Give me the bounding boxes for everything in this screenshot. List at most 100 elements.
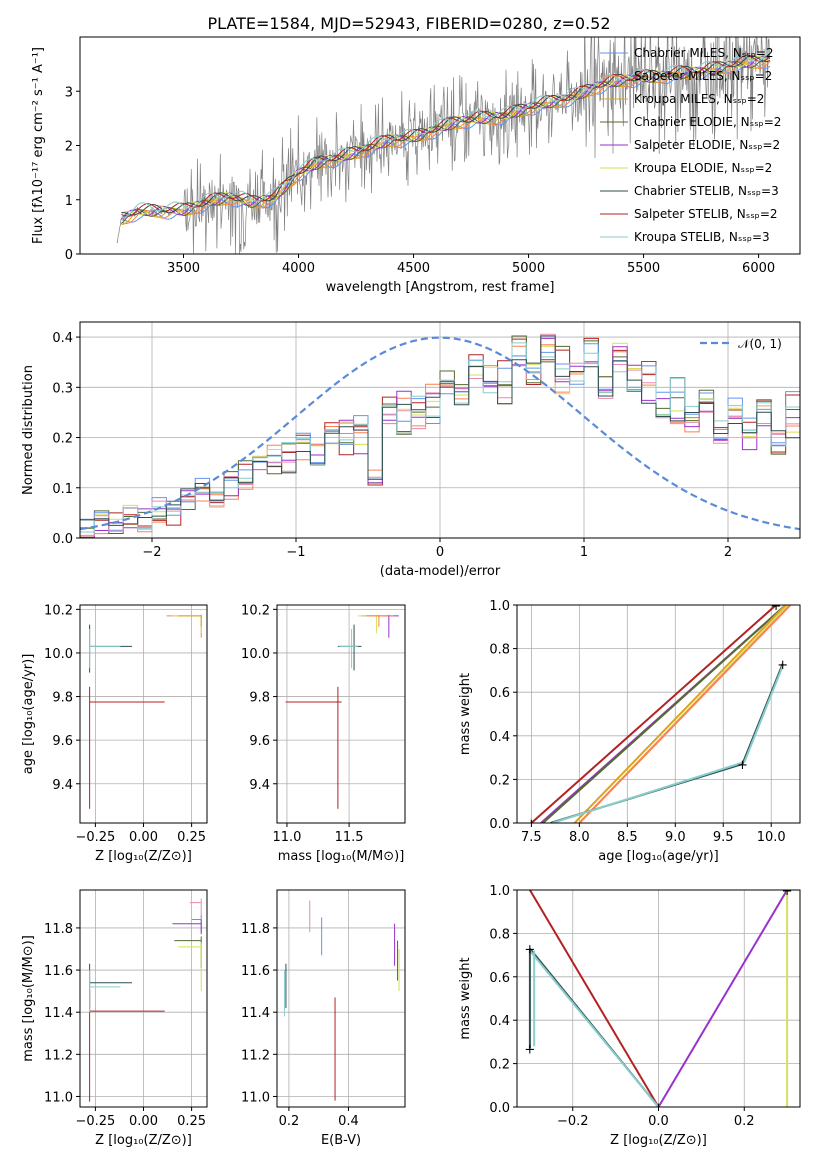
y-tick-label: 0.3	[52, 381, 73, 396]
histogram-series	[80, 333, 800, 536]
x-axis-label: wavelength [Angstrom, rest frame]	[326, 280, 555, 295]
x-tick-label: 0	[436, 545, 444, 560]
histogram-series	[80, 335, 800, 534]
legend-entry: Kroupa ELODIE, Nₛₛₚ=2	[634, 161, 772, 175]
y-tick-label: 0.8	[489, 927, 510, 942]
histogram-series	[80, 337, 800, 538]
x-tick-label: 0.00	[129, 1114, 158, 1129]
x-tick-label: 10.0	[757, 830, 786, 845]
axes-massweight_vs_Z: + + + + −0.2 0.0 0.2 0.0 0.2 0.4 0.6 0.8 1.0 Z [log₁₀…	[458, 884, 801, 1148]
plot-area	[80, 605, 207, 823]
axes-residual_hist: −2 −1 0 1 2 0.0 0.1 0.2 0.3 0.4 (data-model)/error…	[21, 321, 801, 579]
plot-area	[277, 605, 405, 823]
plot-area	[80, 890, 207, 1107]
plot-area	[116, 37, 771, 254]
y-axis-label: age [log₁₀(age/yr)]	[21, 654, 36, 775]
y-tick-label: 3	[65, 85, 73, 100]
plot-area	[80, 322, 800, 538]
weight-line	[657, 890, 788, 1107]
x-tick-label: −1	[286, 545, 305, 560]
y-tick-label: 10.2	[44, 603, 73, 618]
axes-age_vs_Z: −0.25 0.00 0.25 9.4 9.6 9.8 10.0 10.2 Z [log₁₀(Z…	[21, 603, 208, 864]
x-axis-label: (data-model)/error	[380, 564, 501, 579]
y-tick-label: 0	[65, 248, 73, 263]
y-tick-label: 0.2	[489, 773, 510, 788]
y-axis-label: Normed distribution	[21, 365, 36, 495]
axes-frame	[79, 321, 801, 539]
x-axis-label: Z [log₁₀(Z/Z⊙)]	[95, 1133, 192, 1148]
axes-mass_vs_Z: −0.25 0.00 0.25 11.0 11.2 11.4 11.6 11.8 Z [log₁…	[21, 889, 208, 1148]
x-tick-label: 3500	[167, 261, 200, 276]
y-axis-label: mass weight	[458, 673, 473, 755]
x-tick-label: 9.0	[665, 830, 686, 845]
y-tick-label: 11.0	[241, 1090, 270, 1105]
legend-entry: Chabrier STELIB, Nₛₛₚ=3	[634, 184, 779, 198]
y-tick-label: 2	[65, 140, 73, 155]
x-axis-label: E(B-V)	[321, 1133, 361, 1148]
x-tick-label: 11.0	[272, 830, 301, 845]
y-tick-label: 11.6	[44, 964, 73, 979]
y-tick-label: 11.4	[44, 1006, 73, 1021]
histogram-series	[80, 343, 800, 531]
y-axis-label: mass [log₁₀(M/M⊙)]	[21, 935, 36, 1062]
y-tick-label: 11.8	[241, 922, 270, 937]
point-marker: +	[737, 758, 748, 773]
y-tick-label: 0.0	[489, 817, 510, 832]
plot-area: + + + +	[517, 890, 800, 1116]
model-line	[121, 56, 771, 226]
axes-mass_vs_ebv: 0.2 0.4 11.0 11.2 11.4 11.6 11.8 E(B-V)	[241, 889, 406, 1148]
x-axis-label: age [log₁₀(age/yr)]	[598, 849, 719, 864]
legend-entry: Salpeter MILES, Nₛₛₚ=2	[634, 69, 772, 83]
y-tick-label: 9.6	[52, 734, 73, 749]
weight-line	[552, 761, 745, 823]
weight-line	[530, 605, 777, 823]
x-tick-label: 0.0	[648, 1114, 669, 1129]
x-tick-label: 0.25	[177, 830, 206, 845]
x-tick-label: 6000	[742, 261, 775, 276]
x-tick-label: 1	[580, 545, 588, 560]
x-axis-label: mass [log₁₀(M/M⊙)]	[278, 849, 405, 864]
y-tick-label: 0.4	[52, 331, 73, 346]
y-axis-label: mass weight	[458, 957, 473, 1039]
weight-line	[542, 605, 787, 823]
model-line	[121, 55, 771, 216]
y-tick-label: 0.0	[52, 532, 73, 547]
legend-entry: Chabrier ELODIE, Nₛₛₚ=2	[634, 115, 781, 129]
y-tick-label: 9.4	[249, 778, 270, 793]
y-tick-label: 1	[65, 194, 73, 209]
x-tick-label: 0.25	[177, 1114, 206, 1129]
axes-frame	[79, 889, 208, 1108]
histogram-series	[80, 335, 800, 526]
y-tick-label: 11.4	[241, 1006, 270, 1021]
x-tick-label: 7.5	[521, 830, 542, 845]
y-tick-label: 0.1	[52, 482, 73, 497]
y-tick-label: 1.0	[489, 884, 510, 899]
y-tick-label: 0.4	[489, 1014, 510, 1029]
point-marker: +	[777, 658, 788, 673]
y-tick-label: 10.2	[241, 603, 270, 618]
y-tick-label: 11.8	[44, 922, 73, 937]
x-tick-label: −0.25	[75, 1114, 115, 1129]
y-tick-label: 0.8	[489, 643, 510, 658]
x-axis-label: Z [log₁₀(Z/Z⊙)]	[610, 1133, 707, 1148]
axes-frame	[79, 604, 208, 824]
weight-line	[573, 605, 787, 823]
x-tick-label: 11.5	[335, 830, 364, 845]
y-tick-label: 0.2	[489, 1058, 510, 1073]
y-tick-label: 0.0	[489, 1101, 510, 1116]
axes-frame	[276, 889, 406, 1108]
x-tick-label: 4500	[397, 261, 430, 276]
histogram-series	[80, 342, 800, 538]
point-marker: +	[653, 1101, 664, 1116]
x-tick-label: 5500	[627, 261, 660, 276]
y-tick-label: 0.6	[489, 686, 510, 701]
weight-line	[743, 665, 784, 763]
figure-title: PLATE=1584, MJD=52943, FIBERID=0280, z=0…	[207, 14, 610, 33]
y-tick-label: 0.4	[489, 730, 510, 745]
x-tick-label: 5000	[512, 261, 545, 276]
axes-massweight_vs_age: + + + +7.5 8.0 8.5 9.0 9.5 10.0 0.0 0.2 0.4 0.6 0.8 1.…	[458, 599, 801, 864]
legend-entry: Salpeter ELODIE, Nₛₛₚ=2	[634, 138, 780, 152]
normal-curve	[80, 336, 800, 531]
legend-entry: 𝒩(0, 1)	[738, 337, 782, 351]
